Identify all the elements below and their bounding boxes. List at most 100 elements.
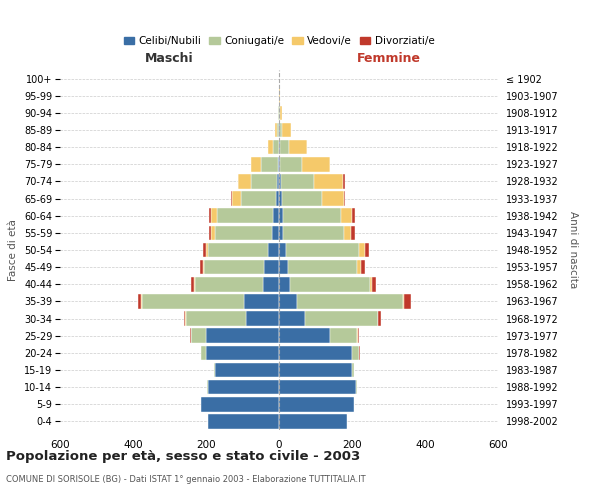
Bar [322,192,344,206]
Bar [377,312,378,326]
Bar [378,312,381,326]
Bar [203,242,206,258]
Bar [344,226,351,240]
Bar [251,157,262,172]
Bar [279,277,290,291]
Bar [344,192,346,206]
Bar [279,294,297,308]
Bar [279,157,280,172]
Bar [211,208,217,223]
Bar [361,260,365,274]
Bar [279,106,280,120]
Bar [277,122,278,138]
Bar [359,346,360,360]
Bar [358,260,361,274]
Bar [283,226,344,240]
Bar [278,157,279,172]
Bar [268,140,273,154]
Bar [215,226,272,240]
Bar [268,242,279,258]
Bar [314,174,343,188]
Bar [365,242,369,258]
Bar [330,328,358,343]
Bar [352,208,355,223]
Bar [244,294,279,308]
Bar [343,174,344,188]
Bar [275,122,277,138]
Y-axis label: Fasce di età: Fasce di età [8,219,19,281]
Bar [232,192,241,206]
Text: Maschi: Maschi [145,52,194,65]
Bar [352,362,354,378]
Bar [246,312,279,326]
Bar [278,106,279,120]
Bar [356,380,357,394]
Bar [352,346,359,360]
Bar [200,397,279,411]
Bar [273,208,279,223]
Bar [206,242,208,258]
Bar [194,277,195,291]
Y-axis label: Anni di nascita: Anni di nascita [568,212,578,288]
Bar [403,294,404,308]
Bar [297,294,403,308]
Bar [286,242,359,258]
Bar [281,192,322,206]
Bar [359,242,365,258]
Text: COMUNE DI SORISOLE (BG) - Dati ISTAT 1° gennaio 2003 - Elaborazione TUTTITALIA.I: COMUNE DI SORISOLE (BG) - Dati ISTAT 1° … [6,475,365,484]
Bar [209,208,211,223]
Bar [195,277,263,291]
Bar [283,208,341,223]
Bar [142,294,244,308]
Bar [185,312,186,326]
Bar [279,140,280,154]
Bar [238,174,251,188]
Bar [279,380,356,394]
Bar [273,140,278,154]
Bar [204,260,265,274]
Bar [279,226,283,240]
Bar [207,380,208,394]
Bar [288,260,358,274]
Bar [280,106,282,120]
Bar [184,312,185,326]
Bar [272,226,279,240]
Bar [263,277,279,291]
Bar [211,226,215,240]
Bar [200,346,206,360]
Bar [215,362,279,378]
Text: Femmine: Femmine [356,52,421,65]
Bar [186,312,246,326]
Bar [279,242,286,258]
Bar [305,312,377,326]
Bar [290,277,370,291]
Bar [279,328,330,343]
Bar [279,260,288,274]
Bar [200,260,203,274]
Bar [276,192,279,206]
Bar [251,174,277,188]
Bar [214,362,215,378]
Bar [279,122,280,138]
Bar [209,226,211,240]
Bar [358,328,359,343]
Bar [279,208,283,223]
Bar [279,174,281,188]
Bar [208,380,279,394]
Bar [206,346,279,360]
Bar [279,362,352,378]
Bar [289,140,307,154]
Bar [279,192,281,206]
Bar [262,157,278,172]
Bar [281,174,314,188]
Bar [208,242,268,258]
Bar [279,397,354,411]
Bar [279,346,352,360]
Bar [206,328,279,343]
Bar [203,260,204,274]
Text: Popolazione per età, sesso e stato civile - 2003: Popolazione per età, sesso e stato civil… [6,450,360,463]
Bar [190,328,191,343]
Bar [404,294,411,308]
Bar [191,328,206,343]
Bar [280,122,282,138]
